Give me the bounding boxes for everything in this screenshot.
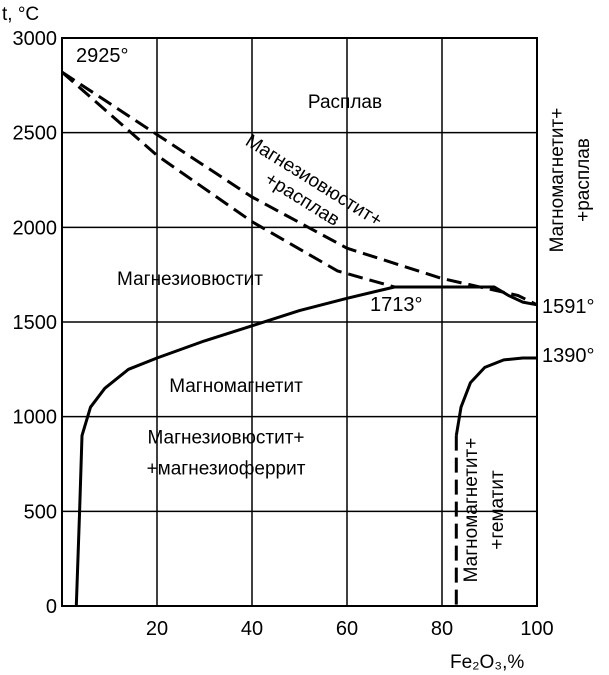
- y-tick-label: 500: [24, 501, 57, 523]
- dashed-boundary: [61, 70, 395, 289]
- region-label-line: Магнезиовюстит: [117, 269, 263, 290]
- x-tick-label: 80: [431, 618, 453, 640]
- y-axis-label: t, °C: [2, 4, 39, 25]
- y-tick-label: 3000: [13, 28, 58, 50]
- region-label: Магномагнетит: [169, 376, 303, 397]
- region-label: Магнезиовюстит++расплав: [230, 130, 386, 250]
- region-label: Магномагнетит+ +расплав: [547, 108, 594, 253]
- dashed-boundary: [61, 70, 538, 307]
- region-label-line: Расплав: [308, 92, 382, 113]
- region-labels: РасплавМагнезиовюстит++расплавМагнезиовю…: [117, 92, 594, 582]
- region-label: Магномагнетит+ +гематит: [461, 438, 508, 583]
- y-tick-label: 0: [46, 596, 57, 618]
- temperature-annotation: 1713°: [370, 294, 423, 316]
- region-label-line: Магномагнетит+: [547, 108, 568, 253]
- region-label-line: +расплав: [573, 138, 594, 222]
- x-tick-label: 40: [241, 618, 263, 640]
- y-tick-label: 2000: [13, 217, 58, 239]
- grid: [61, 37, 538, 607]
- y-tick-label: 1000: [13, 407, 58, 429]
- region-label-line: Магномагнетит+: [461, 438, 482, 583]
- region-label: Расплав: [308, 92, 382, 113]
- temperature-annotation: 2925°: [76, 45, 129, 67]
- solid-boundary: [454, 356, 537, 436]
- solid-boundary: [74, 285, 395, 607]
- temperature-annotation: 1591°: [542, 296, 595, 318]
- solid-boundary: [394, 285, 538, 307]
- phase-boundaries: [61, 70, 538, 607]
- region-label-line: Магнезиовюстит+: [147, 428, 304, 449]
- region-label: Магнезиовюстит+ +магнезиоферрит: [147, 428, 306, 480]
- annotations: 2925° 1713° 1591° 1390°: [76, 45, 595, 367]
- region-label: Магнезиовюстит: [117, 269, 263, 290]
- region-label-line: +магнезиоферрит: [147, 459, 306, 480]
- x-tick-label: 60: [336, 618, 358, 640]
- y-tick-label: 1500: [13, 312, 58, 334]
- tick-labels: 0 500 1000 1500 2000 2500 3000 20 40 60 80 100: [13, 28, 554, 640]
- region-label-line: Магномагнетит: [169, 376, 303, 397]
- temperature-annotation: 1390°: [542, 345, 595, 367]
- x-tick-label: 100: [520, 618, 553, 640]
- x-tick-label: 20: [146, 618, 168, 640]
- y-tick-label: 2500: [13, 123, 58, 145]
- region-label-line: +гематит: [487, 470, 508, 550]
- x-axis-label: Fe₂O₃,%: [450, 652, 524, 673]
